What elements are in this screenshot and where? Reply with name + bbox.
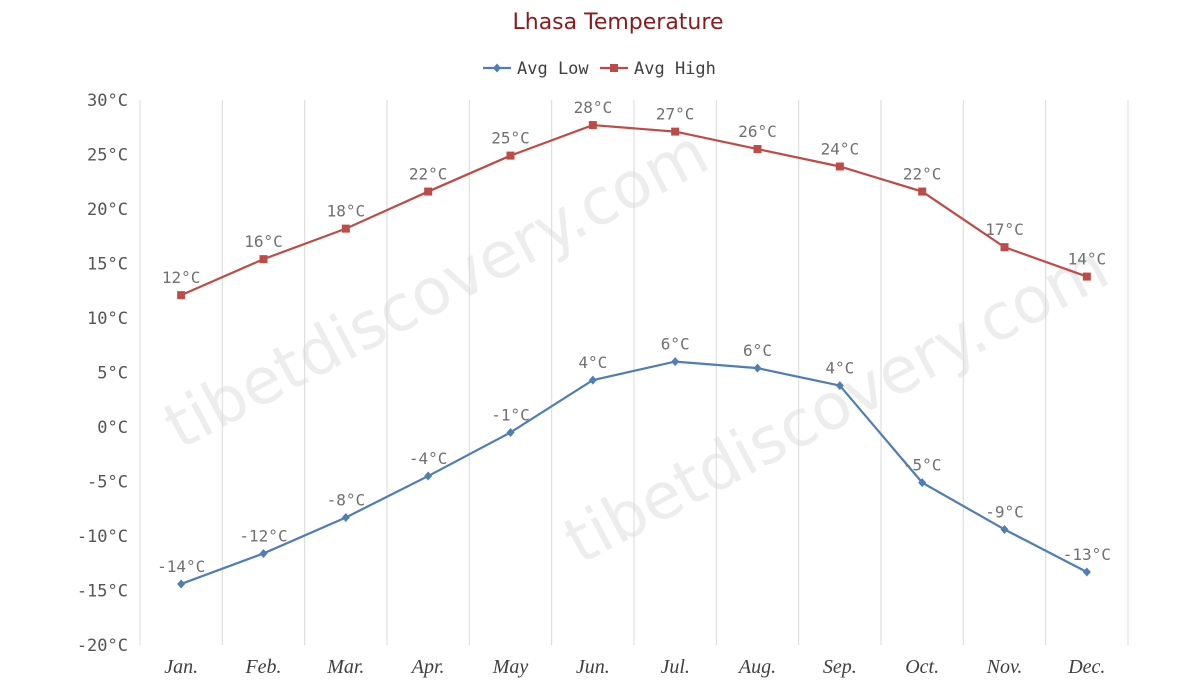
y-tick-label: -10°C — [77, 527, 128, 547]
data-point-marker — [341, 224, 350, 233]
x-tick-label: Jul. — [660, 656, 689, 678]
data-label: 26°C — [738, 122, 777, 141]
data-point-marker — [1000, 524, 1009, 534]
y-axis-tick-labels: 30°C 25°C 20°C 15°C 10°C 5°C 0°C -5°C -10°C -15°C… — [77, 91, 128, 656]
data-point-marker — [753, 363, 762, 373]
legend-item-avg-high[interactable]: Avg High — [600, 59, 716, 79]
series-avg-low: -14°C -12°C -8°C -4°C -1°C 4°C 6°C 6°C 4°C -5°C -9… — [157, 335, 1111, 589]
data-label: 24°C — [821, 139, 860, 158]
data-point-marker — [753, 145, 762, 154]
x-tick-label: Nov. — [986, 656, 1023, 678]
y-tick-label: 0°C — [97, 418, 128, 438]
data-point-marker — [918, 478, 927, 488]
data-label: -5°C — [903, 456, 942, 475]
data-point-marker — [506, 427, 515, 437]
data-label: -4°C — [409, 449, 448, 468]
data-label: -13°C — [1063, 545, 1111, 564]
data-label: 22°C — [409, 165, 448, 184]
x-tick-label: Mar. — [326, 656, 364, 678]
data-point-marker — [259, 255, 268, 264]
data-label: 18°C — [327, 202, 366, 221]
data-label: 16°C — [244, 232, 283, 251]
y-tick-label: 25°C — [87, 146, 128, 166]
data-point-marker — [671, 357, 680, 367]
data-point-marker — [588, 375, 597, 385]
data-point-marker — [1082, 567, 1091, 577]
data-label: 12°C — [162, 268, 201, 287]
data-label: 4°C — [825, 359, 854, 378]
data-label: 28°C — [574, 98, 613, 117]
series-avg-high: 12°C 16°C 18°C 22°C 25°C 28°C 27°C 26°C 24°C 22°C… — [162, 98, 1107, 300]
data-label: 6°C — [661, 335, 690, 354]
data-point-marker — [259, 548, 268, 558]
data-point-marker — [588, 121, 597, 130]
data-point-marker — [424, 471, 433, 481]
data-label: -12°C — [239, 526, 287, 545]
x-tick-label: Aug. — [737, 656, 776, 678]
data-point-marker — [1000, 243, 1009, 252]
x-tick-label: Apr. — [410, 656, 445, 678]
x-tick-label: May — [492, 656, 529, 678]
series-line — [180, 360, 1088, 585]
data-point-marker — [424, 187, 433, 196]
chart-title: Lhasa Temperature — [513, 10, 724, 35]
data-point-marker — [1082, 272, 1091, 281]
data-point-marker — [177, 579, 186, 589]
data-label: 14°C — [1068, 250, 1107, 269]
x-tick-label: Feb. — [244, 656, 281, 678]
y-tick-label: 10°C — [87, 309, 128, 329]
series-line — [180, 123, 1088, 297]
x-tick-label: Dec. — [1067, 656, 1105, 678]
legend-item-avg-low[interactable]: Avg Low — [483, 59, 589, 79]
data-point-marker — [835, 381, 844, 391]
y-tick-label: 20°C — [87, 200, 128, 220]
data-label: -14°C — [157, 557, 205, 576]
data-label: 17°C — [985, 220, 1024, 239]
vertical-gridlines — [139, 100, 1129, 645]
x-tick-label: Oct. — [905, 656, 939, 678]
data-label: 27°C — [656, 105, 695, 124]
data-label: 25°C — [491, 129, 530, 148]
y-tick-label: 5°C — [97, 364, 128, 384]
data-point-marker — [177, 291, 186, 300]
legend[interactable]: Avg Low Avg High — [483, 59, 716, 79]
legend-label: Avg Low — [517, 59, 589, 79]
x-tick-label: Jun. — [576, 656, 610, 678]
legend-marker — [493, 63, 501, 73]
data-label: -9°C — [985, 502, 1024, 521]
x-axis-tick-labels: Jan. Feb. Mar. Apr. May Jun. Jul. Aug. Sep. Oct. N… — [164, 656, 1105, 678]
y-tick-label: -20°C — [77, 636, 128, 656]
data-point-marker — [506, 151, 515, 160]
data-label: 4°C — [578, 353, 607, 372]
y-tick-label: -5°C — [87, 473, 128, 493]
x-tick-label: Jan. — [164, 656, 198, 678]
series-layer: -14°C -12°C -8°C -4°C -1°C 4°C 6°C 6°C 4°C -5°C -9… — [157, 98, 1111, 589]
data-label: -8°C — [327, 490, 366, 509]
data-label: -1°C — [491, 405, 530, 424]
data-point-marker — [835, 162, 844, 171]
data-label: 6°C — [743, 341, 772, 360]
y-tick-label: 15°C — [87, 255, 128, 275]
y-tick-label: 30°C — [87, 91, 128, 111]
x-tick-label: Sep. — [823, 656, 857, 678]
data-point-marker — [341, 512, 350, 522]
data-label: 22°C — [903, 165, 942, 184]
legend-marker — [610, 64, 618, 72]
legend-label: Avg High — [634, 59, 716, 79]
data-point-marker — [918, 187, 927, 196]
data-point-marker — [671, 127, 680, 136]
watermark-text: tibetdiscovery.com — [553, 231, 1121, 580]
y-tick-label: -15°C — [77, 582, 128, 602]
